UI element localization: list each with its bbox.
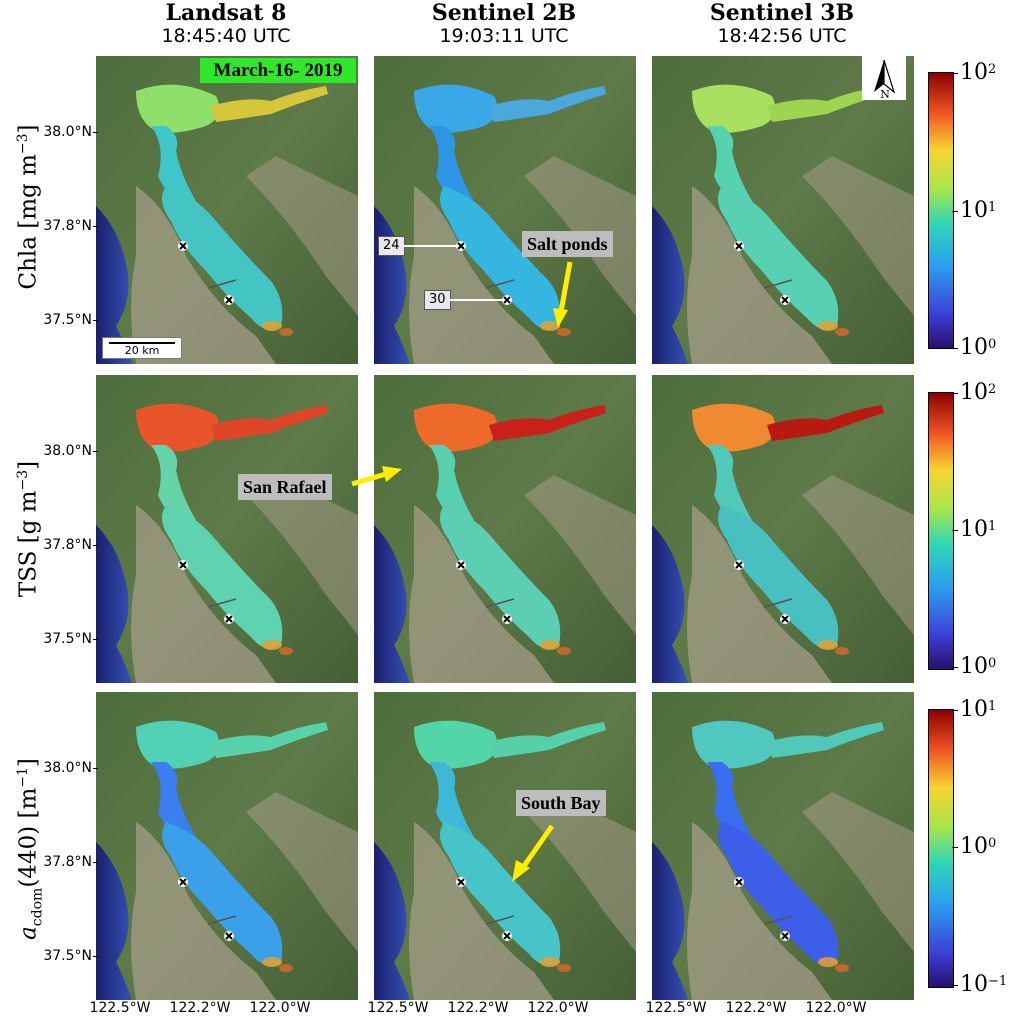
station-marker-icon (734, 241, 744, 251)
row-label-tss: TSS [g m−3] (6, 414, 42, 644)
column-time: 19:03:11 UTC (439, 24, 569, 47)
station-label-24: 24 (378, 236, 405, 256)
colorbar-tick: 100 (951, 335, 997, 360)
station-marker-icon (780, 931, 790, 941)
colorbar-chla (928, 72, 954, 349)
row-label-sup: −3 (15, 469, 31, 491)
y-tick-label: 37.8°N (40, 537, 98, 553)
row-label-text: a (15, 926, 42, 940)
row-label-end: ] (15, 758, 42, 768)
y-tick-label: 37.5°N (40, 631, 98, 647)
map-panel-acdom-sentinel3b (652, 692, 914, 1000)
column-title-sentinel3b: Sentinel 3B 18:42:56 UTC (642, 0, 922, 47)
column-name: Sentinel 2B (431, 0, 577, 26)
column-time: 18:45:40 UTC (161, 24, 291, 47)
x-tick-label: 122.0°W (527, 1000, 589, 1016)
x-tick-label: 122.2°W (447, 1000, 509, 1016)
callout-south-bay: South Bay (516, 790, 606, 816)
x-tick-label: 122.5°W (645, 1000, 707, 1016)
station-marker-icon (780, 295, 790, 305)
x-tick-label: 122.0°W (249, 1000, 311, 1016)
row-label-end: ] (15, 124, 42, 134)
station-marker-icon (456, 560, 466, 570)
station-marker-icon (734, 877, 744, 887)
scale-bar: 20 km (102, 337, 182, 359)
column-time: 18:42:56 UTC (717, 24, 847, 47)
callout-salt-ponds: Salt ponds (522, 231, 613, 257)
y-tick-label: 37.5°N (40, 948, 98, 964)
station-marker-icon (224, 295, 234, 305)
row-label-chla: Chla [mg m−3] (6, 92, 42, 322)
y-tick-label: 38.0°N (40, 124, 98, 140)
map-panel-tss-sentinel2b (374, 375, 636, 683)
column-name: Landsat 8 (165, 0, 287, 26)
column-title-sentinel2b: Sentinel 2B 19:03:11 UTC (364, 0, 644, 47)
scale-bar-label: 20 km (124, 344, 160, 357)
colorbar-tick: 102 (951, 380, 997, 405)
station-marker-icon (502, 614, 512, 624)
station-marker-icon (502, 931, 512, 941)
y-tick-label: 37.8°N (40, 854, 98, 870)
x-tick-label: 122.5°W (89, 1000, 151, 1016)
station-marker-icon (224, 614, 234, 624)
row-label-mid: (440) [m (15, 787, 42, 888)
row-label-text: Chla [mg m (15, 154, 42, 290)
row-label-acdom: acdom(440) [m−1] (6, 734, 45, 964)
station-marker-icon (734, 560, 744, 570)
y-tick-label: 38.0°N (40, 443, 98, 459)
column-name: Sentinel 3B (709, 0, 855, 26)
map-panel-chla-sentinel3b (652, 56, 914, 364)
map-panel-chla-landsat (96, 56, 358, 364)
station-marker-icon (502, 295, 512, 305)
x-tick-label: 122.5°W (367, 1000, 429, 1016)
colorbar-acdom (928, 709, 954, 988)
y-tick-label: 38.0°N (40, 760, 98, 776)
colorbar-tick: 10−1 (951, 972, 1008, 997)
y-tick-label: 37.8°N (40, 218, 98, 234)
station-marker-icon (178, 877, 188, 887)
map-panel-chla-sentinel2b (374, 56, 636, 364)
column-title-landsat: Landsat 8 18:45:40 UTC (86, 0, 366, 47)
colorbar-tss (928, 392, 954, 670)
row-label-sup: −1 (15, 767, 31, 788)
station-label-30: 30 (424, 290, 451, 310)
colorbar-tick: 100 (951, 834, 997, 859)
station-marker-icon (780, 614, 790, 624)
row-label-sub: cdom (29, 887, 46, 927)
y-tick-label: 37.5°N (40, 312, 98, 328)
colorbar-tick: 101 (951, 517, 997, 542)
callout-san-rafael: San Rafael (238, 474, 332, 500)
station-marker-icon (178, 560, 188, 570)
scale-bar-line (109, 342, 175, 344)
map-panel-acdom-sentinel2b (374, 692, 636, 1000)
row-label-sup: −3 (15, 133, 31, 155)
station-marker-icon (224, 931, 234, 941)
date-badge: March-16- 2019 (200, 58, 356, 83)
x-tick-label: 122.0°W (805, 1000, 867, 1016)
row-label-text: TSS [g m (15, 490, 42, 598)
colorbar-tick: 101 (951, 198, 997, 223)
station-marker-icon (456, 241, 466, 251)
north-arrow-icon: N (862, 56, 906, 101)
x-tick-label: 122.2°W (169, 1000, 231, 1016)
map-panel-tss-landsat (96, 375, 358, 683)
station-marker-icon (456, 877, 466, 887)
colorbar-tick: 102 (951, 60, 997, 85)
colorbar-tick: 100 (951, 654, 997, 679)
colorbar-tick: 101 (951, 697, 997, 722)
svg-text:N: N (880, 88, 890, 100)
map-panel-acdom-landsat (96, 692, 358, 1000)
station-marker-icon (178, 241, 188, 251)
row-label-end: ] (15, 460, 42, 470)
x-tick-label: 122.2°W (725, 1000, 787, 1016)
map-panel-tss-sentinel3b (652, 375, 914, 683)
